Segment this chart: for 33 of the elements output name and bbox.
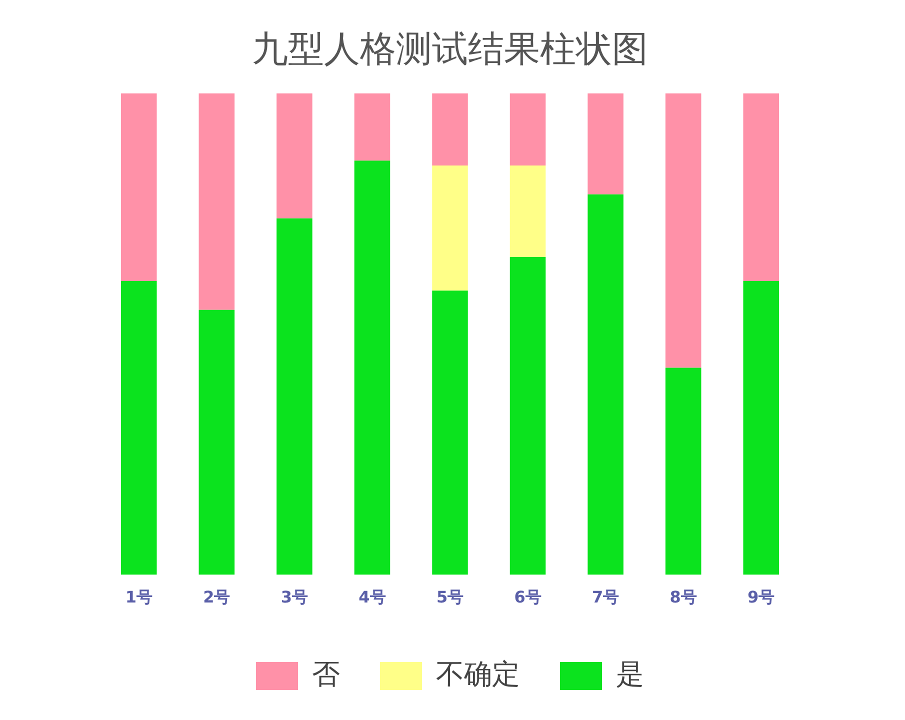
bar: [121, 93, 157, 282]
x-tick-label: 6号: [514, 588, 542, 607]
bar: [276, 93, 312, 218]
bar: [665, 93, 702, 368]
bar: [198, 93, 235, 310]
bar: [588, 194, 624, 575]
legend-label: 否: [312, 657, 340, 690]
legend-label: 不确定: [436, 657, 520, 690]
x-tick-label: 5号: [436, 588, 464, 607]
bar: [276, 218, 312, 575]
bar: [198, 310, 235, 575]
x-tick-label: 1号: [125, 588, 152, 607]
bar: [354, 93, 390, 161]
bar: [121, 281, 157, 575]
bar: [743, 93, 779, 282]
x-tick-label: 8号: [670, 588, 697, 607]
x-tick-label: 4号: [358, 588, 386, 607]
bar: [354, 160, 390, 575]
bar: [432, 93, 468, 166]
bar: [665, 368, 702, 575]
bar: [510, 256, 546, 575]
x-tick-label: 7号: [592, 588, 620, 607]
x-tick-label: 2号: [203, 588, 230, 607]
bar: [510, 93, 546, 166]
legend-label: 是: [616, 657, 644, 690]
x-tick-label: 9号: [748, 588, 775, 607]
bar: [510, 165, 546, 257]
bar: [432, 290, 468, 575]
bar: [588, 93, 624, 194]
bar: [743, 281, 779, 575]
x-tick-label: 3号: [280, 588, 308, 607]
bar: [432, 165, 468, 291]
chart-title: 九型人格测试结果柱状图: [252, 28, 648, 70]
